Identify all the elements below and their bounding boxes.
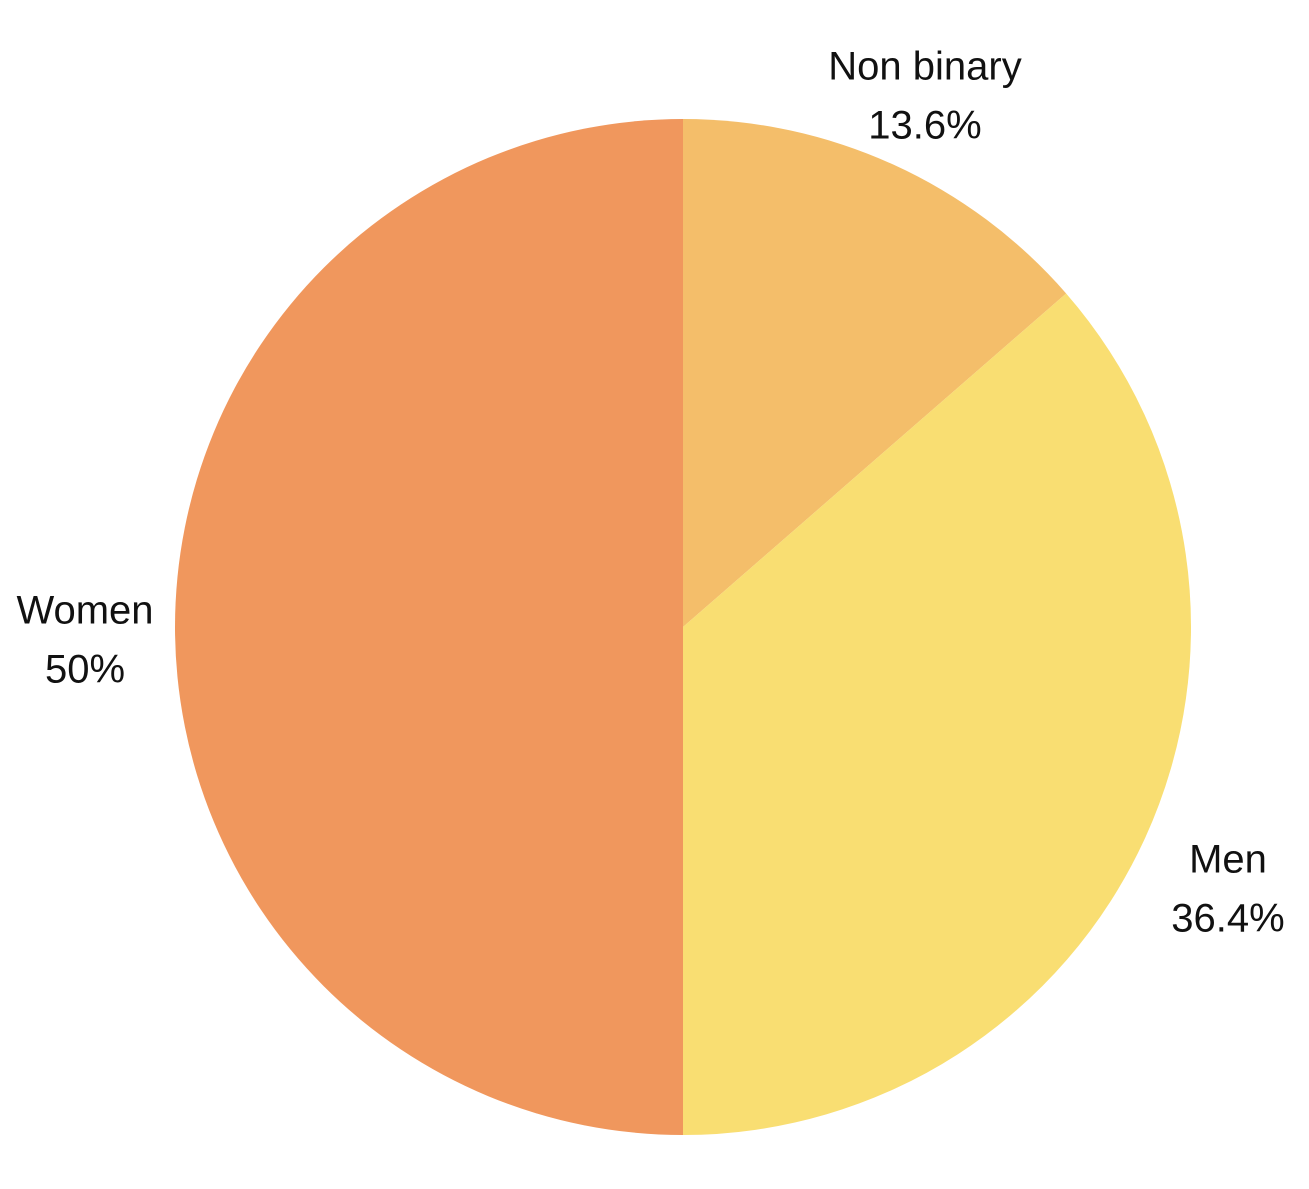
slice-label-men: Men (1189, 838, 1267, 882)
slice-percent-non-binary: 13.6% (868, 104, 981, 148)
slice-label-women: Women (16, 589, 153, 633)
pie-slice-men (683, 293, 1191, 1135)
pie-slices (175, 119, 1191, 1135)
pie-slice-non-binary (683, 119, 1067, 627)
slice-percent-women: 50% (45, 648, 125, 692)
slice-label-non-binary: Non binary (828, 45, 1021, 89)
pie-labels: Non binary 13.6% Men 36.4% Women 50% (16, 45, 1284, 941)
slice-percent-men: 36.4% (1171, 897, 1284, 941)
pie-slice-women (175, 119, 683, 1135)
